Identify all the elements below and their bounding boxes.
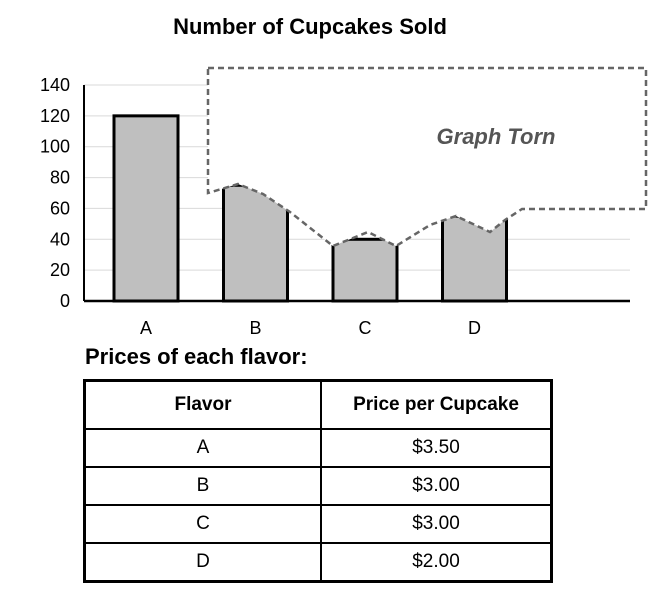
- flavor-cell: B: [83, 466, 322, 506]
- chart-title: Number of Cupcakes Sold: [173, 14, 447, 39]
- bar-a: [112, 114, 180, 303]
- bar-c: [331, 237, 399, 303]
- price-cell: $3.00: [320, 466, 553, 506]
- y-tick-label: 20: [50, 260, 70, 280]
- table-row: D $2.00: [83, 542, 553, 583]
- table-header-row: Flavor Price per Cupcake: [83, 379, 553, 430]
- header-price: Price per Cupcake: [320, 379, 553, 430]
- bar-chart: Number of Cupcakes Sold 0 20 40 60 80 100 120 1…: [40, 14, 648, 338]
- x-tick-label: D: [468, 318, 481, 338]
- bar-d: [441, 214, 508, 303]
- price-cell: $3.50: [320, 428, 553, 468]
- y-tick-label: 40: [50, 229, 70, 249]
- y-tick-label: 60: [50, 198, 70, 218]
- price-cell: $3.00: [320, 504, 553, 544]
- x-tick-label: A: [140, 318, 152, 338]
- prices-caption: Prices of each flavor:: [85, 344, 308, 369]
- table-row: C $3.00: [83, 504, 553, 544]
- x-tick-label: B: [249, 318, 261, 338]
- price-table: Flavor Price per Cupcake A $3.50 B $3.00…: [83, 379, 553, 583]
- flavor-cell: A: [83, 428, 322, 468]
- flavor-cell: D: [83, 542, 322, 583]
- y-tick-label: 80: [50, 168, 70, 188]
- flavor-cell: C: [83, 504, 322, 544]
- x-tick-label: C: [359, 318, 372, 338]
- y-tick-label: 140: [40, 75, 70, 95]
- table-row: B $3.00: [83, 466, 553, 506]
- price-cell: $2.00: [320, 542, 553, 583]
- y-tick-label: 100: [40, 137, 70, 157]
- y-tick-label: 0: [60, 291, 70, 311]
- torn-region: [206, 66, 648, 248]
- torn-annotation: Graph Torn: [437, 124, 556, 149]
- table-row: A $3.50: [83, 428, 553, 468]
- header-flavor: Flavor: [83, 379, 322, 430]
- y-tick-label: 120: [40, 106, 70, 126]
